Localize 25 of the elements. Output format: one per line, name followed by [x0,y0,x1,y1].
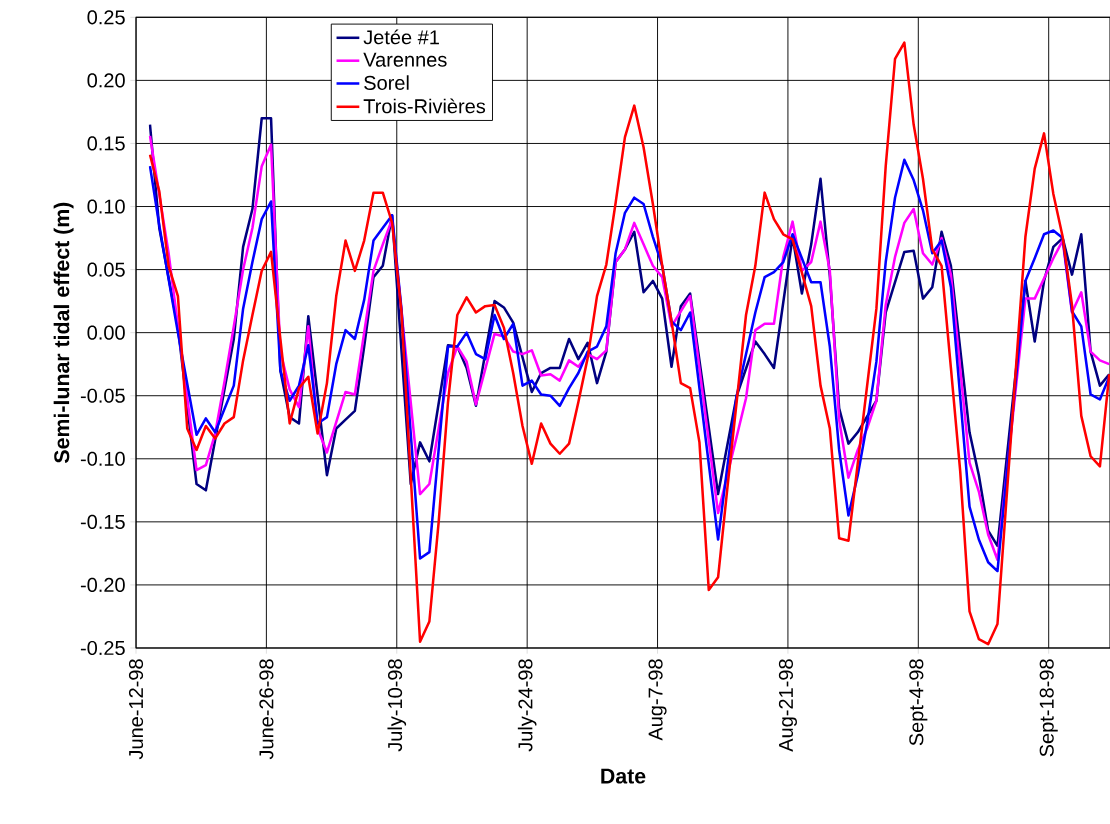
y-tick-label: 0.10 [87,199,125,214]
x-tick-label: Sept-18-98 [1039,659,1058,757]
x-tick-label: Aug-21-98 [778,659,797,752]
y-axis-title: Semi-lunar tidal effect (m) [53,202,74,464]
y-tick-label: -0.20 [80,577,125,592]
x-tick-label: July-24-98 [517,659,537,752]
y-tick-label: 0.15 [87,136,125,151]
x-tick-label: Sept-4-98 [909,659,928,746]
legend-label: Jetée #1 [363,29,439,45]
y-tick-label: 0.05 [87,262,125,277]
x-tick-label: June-26-98 [259,659,274,760]
legend-label: Trois-Rivières [363,98,486,114]
y-tick-label: 0.20 [87,73,125,88]
y-tick-label: -0.15 [80,514,125,529]
x-tick-label: July-10-98 [387,659,407,752]
y-tick-label: 0.25 [87,10,125,25]
x-tick-label: June-12-98 [128,659,144,760]
x-axis-title: Date [601,768,646,784]
x-tick-label: Aug-7-98 [648,659,667,741]
y-tick-label: -0.05 [80,388,125,403]
y-tick-label: 0.00 [87,325,125,340]
y-tick-label: -0.25 [80,640,125,656]
legend-label: Sorel [364,75,409,90]
y-tick-label: -0.10 [80,451,125,466]
legend-label: Varennes [363,52,447,67]
